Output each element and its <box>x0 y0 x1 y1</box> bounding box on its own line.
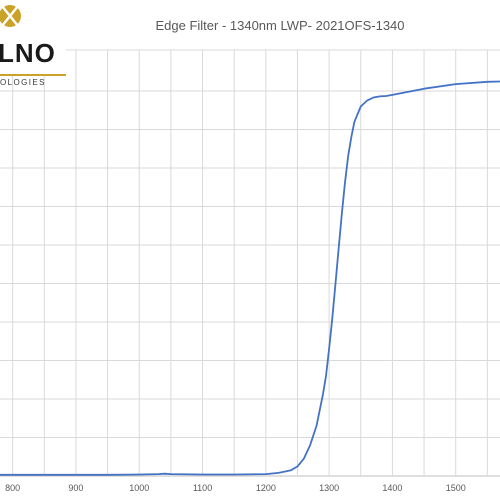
x-tick-label: 1100 <box>193 483 212 493</box>
x-tick-label: 1300 <box>319 483 339 493</box>
x-tick-label: 1200 <box>256 483 276 493</box>
grid <box>0 49 500 477</box>
chart-title: Edge Filter - 1340nm LWP- 2021OFS-1340 <box>155 18 405 33</box>
series-line <box>0 80 500 476</box>
x-tick-label: 1500 <box>446 483 466 493</box>
x-tick-label: 800 <box>5 483 20 493</box>
x-tick-label: 900 <box>68 483 83 493</box>
logo-emblem-icon <box>0 5 21 27</box>
x-tick-label: 1000 <box>129 483 149 493</box>
company-logo: LNO OLOGIES <box>0 0 70 92</box>
x-tick-label: 1400 <box>382 483 402 493</box>
x-tick-labels: 800 900 1000 1100 1200 1300 1400 1500 <box>5 483 466 493</box>
logo-text-bg <box>0 44 66 74</box>
logo-text-small: OLOGIES <box>0 78 46 87</box>
logo-underline <box>0 74 66 76</box>
series-group <box>0 80 500 476</box>
logo-text-large: LNO <box>0 38 56 68</box>
